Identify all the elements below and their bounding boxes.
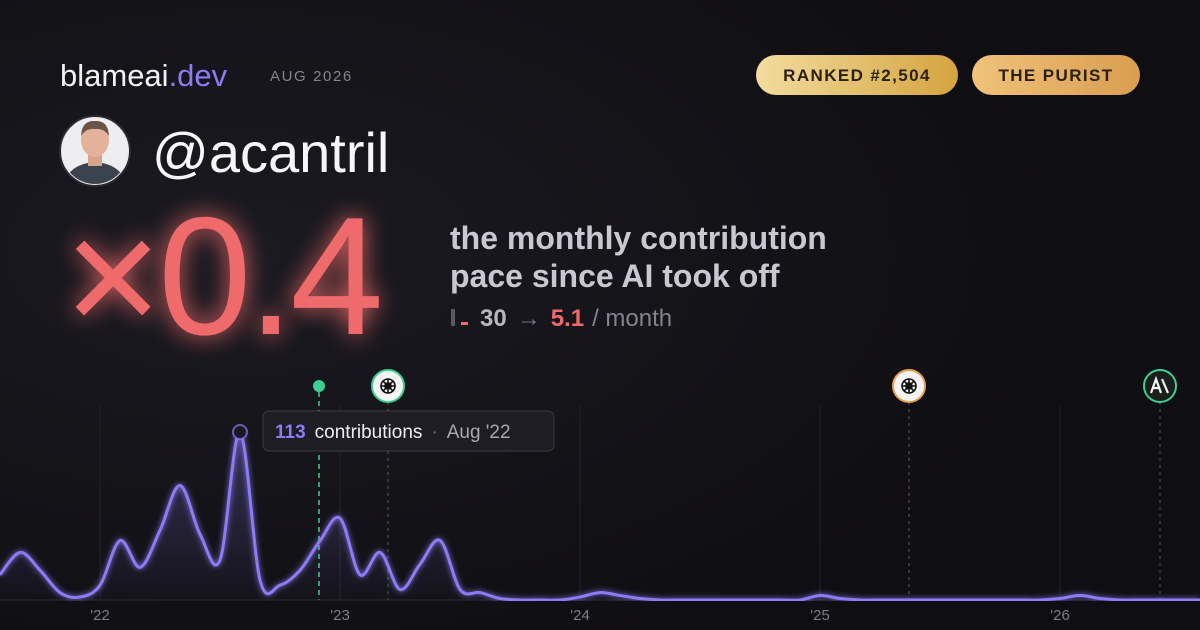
tooltip-value: 113 — [275, 422, 306, 443]
line — [0, 430, 1200, 601]
x-tick-label: '24 — [570, 607, 590, 624]
brand-name: blameai — [60, 58, 169, 93]
brand: blameai.dev — [60, 58, 228, 93]
tooltip-label: contributions — [315, 422, 423, 443]
tooltip: 113 contributions · Aug '22 — [262, 410, 555, 452]
period: AUG 2026 — [270, 68, 353, 85]
pace-line: 30 → 5.1 / month — [480, 305, 672, 332]
rank-badge — [756, 55, 958, 95]
area — [0, 431, 1200, 601]
x-tick-label: '26 — [1050, 607, 1070, 624]
pace-icon — [451, 309, 468, 326]
highlight-point — [232, 424, 248, 440]
handle: @acantril — [152, 121, 389, 184]
plot: '22 '23 '24 '25 '26 113 contributions · Aug '22 — [0, 405, 1200, 624]
multiplier: ×0.4 — [64, 182, 380, 370]
tooltip-separator: · — [431, 422, 437, 443]
pace-after: 5.1 — [551, 305, 584, 332]
pace-unit: / month — [592, 305, 672, 332]
tooltip-box — [262, 410, 555, 452]
pace-arrow: → — [517, 305, 541, 332]
description-line: the monthly contribution — [450, 220, 827, 256]
x-tick-label: '22 — [90, 607, 110, 624]
event-markers — [313, 369, 1177, 600]
x-tick-label: '23 — [330, 607, 350, 624]
series — [0, 430, 1200, 601]
description-line: pace since AI took off — [450, 258, 780, 294]
persona-badge — [972, 55, 1140, 95]
x-tick-label: '25 — [810, 607, 830, 624]
brand-suffix: .dev — [169, 58, 228, 93]
persona-badge-text: THE PURIST — [998, 66, 1113, 85]
rank-badge-text: RANKED #2,504 — [783, 66, 931, 85]
pace-before: 30 — [480, 305, 507, 332]
tooltip-text: 113 contributions · Aug '22 — [275, 422, 511, 443]
tooltip-date: Aug '22 — [447, 422, 511, 443]
